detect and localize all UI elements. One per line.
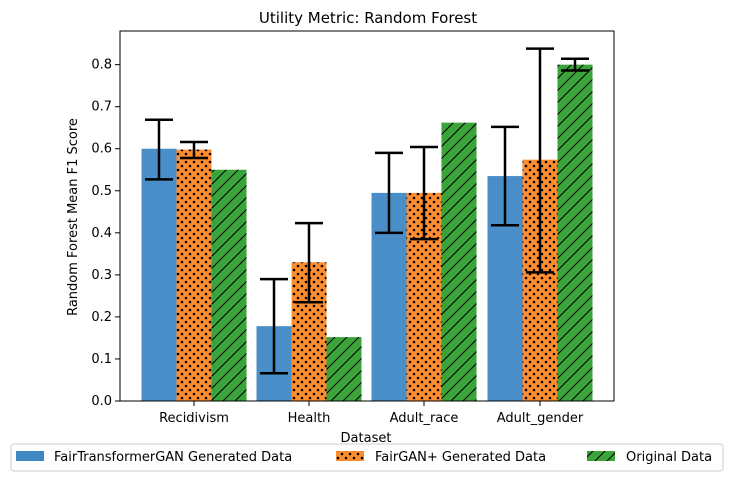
y-tick-label: 0.2 bbox=[91, 310, 112, 325]
bar-2-adult_gender bbox=[557, 64, 593, 402]
y-axis-label: Random Forest Mean F1 Score bbox=[66, 118, 81, 316]
y-tick-label: 0.8 bbox=[91, 58, 112, 73]
error-bar-0-adult_race bbox=[375, 151, 403, 235]
legend-label-original: Original Data bbox=[626, 450, 712, 465]
bar-1-recidivism bbox=[176, 149, 212, 401]
legend-label-fairtransformergan: FairTransformerGAN Generated Data bbox=[54, 450, 292, 465]
x-tick-label-health: Health bbox=[288, 411, 331, 426]
error-bar-1-recidivism bbox=[180, 140, 208, 160]
bars-layer bbox=[141, 64, 593, 402]
legend: FairTransformerGAN Generated Data FairGA… bbox=[10, 443, 724, 472]
y-tick-label: 0.6 bbox=[91, 142, 112, 157]
legend-swatch-fairtransformergan bbox=[16, 451, 44, 461]
y-axis: 0.0 0.1 0.2 0.3 0.4 0.5 0.6 0.7 0.8 bbox=[91, 58, 120, 409]
bar-2-health bbox=[326, 337, 362, 401]
y-tick-label: 0.4 bbox=[91, 226, 112, 241]
legend-swatch-original bbox=[587, 451, 615, 461]
bar-2-adult_race bbox=[441, 122, 477, 401]
y-tick-label: 0.5 bbox=[91, 184, 112, 199]
error-bars-layer bbox=[145, 47, 589, 375]
bar-2-recidivism bbox=[211, 169, 247, 401]
error-bar-1-adult_race bbox=[410, 145, 438, 241]
y-tick-label: 0.1 bbox=[91, 352, 112, 367]
legend-label-fairgan-plus: FairGAN+ Generated Data bbox=[375, 450, 546, 465]
error-bar-0-health bbox=[260, 277, 288, 375]
x-tick-label-recidivism: Recidivism bbox=[159, 411, 229, 426]
error-bar-1-adult_gender bbox=[526, 47, 554, 274]
y-tick-label: 0.7 bbox=[91, 100, 112, 115]
legend-swatch-fairgan-plus bbox=[336, 451, 364, 461]
x-tick-label-adult_gender: Adult_gender bbox=[497, 411, 584, 426]
y-tick-label: 0.3 bbox=[91, 268, 112, 283]
x-axis-label: Dataset bbox=[341, 431, 392, 446]
error-bar-1-health bbox=[295, 221, 323, 304]
x-tick-label-adult_race: Adult_race bbox=[390, 411, 459, 426]
y-tick-label: 0.0 bbox=[91, 394, 112, 409]
legend-frame bbox=[10, 443, 724, 472]
error-bar-2-adult_gender bbox=[561, 57, 589, 72]
chart-title: Utility Metric: Random Forest bbox=[259, 9, 477, 27]
plot-frame bbox=[119, 30, 615, 402]
error-bar-0-adult_gender bbox=[491, 125, 519, 227]
error-bar-0-recidivism bbox=[145, 118, 173, 181]
bar-0-recidivism bbox=[141, 148, 177, 401]
x-axis: Recidivism Health Adult_race Adult_gender bbox=[159, 401, 584, 426]
